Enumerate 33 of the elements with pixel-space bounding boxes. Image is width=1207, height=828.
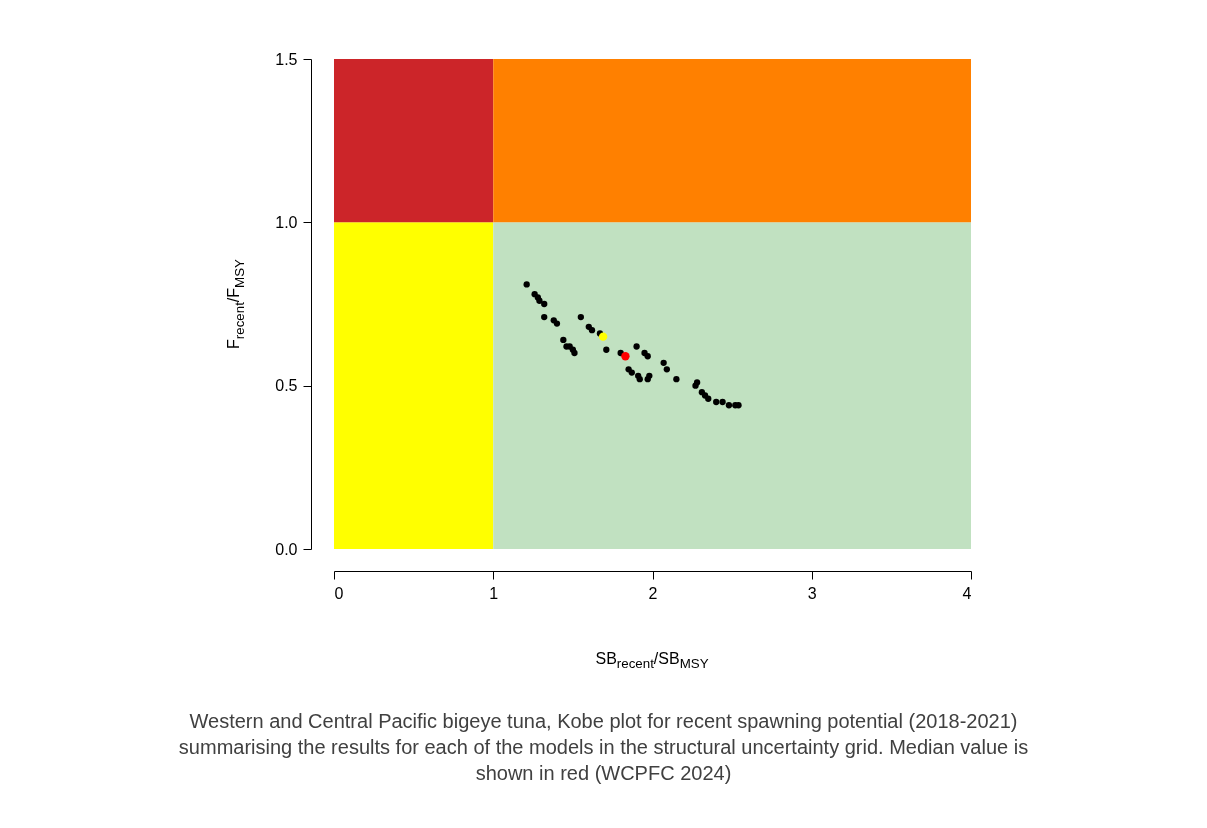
y-tick-label: 1.0 (275, 213, 298, 231)
point (523, 281, 530, 288)
point (571, 349, 578, 357)
x-tick-label: 1 (489, 584, 499, 602)
point (633, 343, 640, 350)
point (603, 346, 610, 353)
point (719, 398, 726, 406)
x-tick-label: 2 (648, 584, 658, 602)
y-tick-label: 1.5 (275, 50, 298, 68)
point (673, 375, 680, 383)
point (636, 375, 643, 383)
point (621, 352, 630, 361)
point (644, 353, 651, 360)
point (713, 398, 720, 406)
y-tick-label: 0.0 (275, 540, 298, 558)
x-axis-title: SB$_{recent}$/SB$_{MSY}$ (595, 650, 709, 672)
point (577, 313, 584, 321)
y-tick-label: 0.5 (275, 377, 298, 395)
x-tick-label: 3 (807, 584, 817, 602)
point (646, 372, 653, 380)
point (725, 402, 733, 409)
point (588, 326, 596, 334)
point (705, 395, 712, 402)
point (660, 359, 667, 366)
point (541, 300, 548, 308)
x-tick-label: 4 (962, 584, 972, 602)
point (553, 320, 561, 327)
point (663, 366, 670, 373)
text: Western and Central Pacific bigeye tuna, Kobe plot for recent spawning potential (2018-2021) summarising the results for each of the models in the structural uncertainty grid. Median value is shown in red (WCPFC 2024) (178, 709, 1029, 786)
point (598, 332, 608, 341)
point (541, 313, 548, 321)
x-tick-label: 0 (334, 584, 344, 602)
point (560, 336, 567, 344)
